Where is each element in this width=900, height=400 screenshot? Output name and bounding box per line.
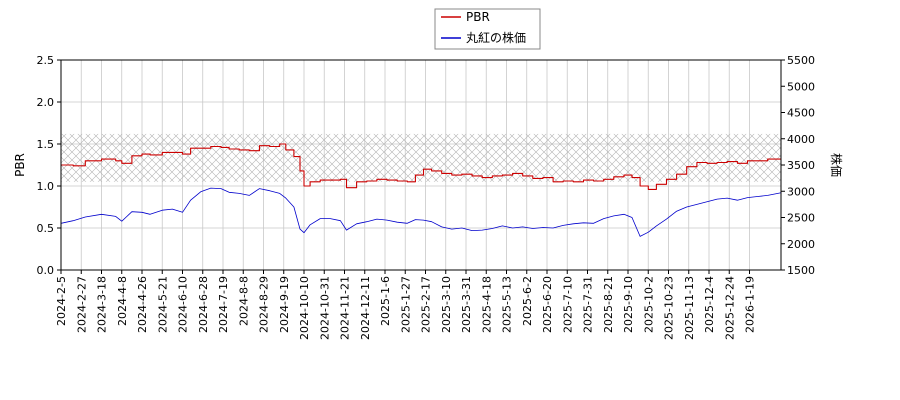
y-left-tick-label: 2.0 [37, 96, 55, 109]
y-right-tick-label: 2000 [787, 238, 815, 251]
x-tick-label: 2025-11-13 [683, 276, 696, 340]
y-left-tick-label: 1.5 [37, 138, 55, 151]
x-tick-label: 2024-9-19 [278, 276, 291, 333]
reference-band [61, 133, 781, 182]
y-right-tick-label: 3000 [787, 185, 815, 198]
x-tick-label: 2025-5-13 [501, 276, 514, 333]
y-left-axis-title: PBR [13, 153, 27, 177]
x-tick-label: 2025-8-21 [602, 276, 615, 333]
y-right-tick-label: 3500 [787, 159, 815, 172]
legend-box [434, 8, 541, 50]
y-right-axis-title: 株価 [829, 153, 844, 177]
x-tick-label: 2024-8-8 [237, 276, 250, 326]
y-right-tick-label: 1500 [787, 264, 815, 277]
x-tick-label: 2024-12-11 [359, 276, 372, 340]
x-axis: 2024-2-5 2024-2-27 2024-3-18 2024-4-8 2024-4… [55, 270, 757, 340]
y-left-tick-label: 1.0 [37, 180, 55, 193]
legend-label-pbr: PBR [466, 10, 490, 24]
x-tick-label: 2025-3-31 [460, 276, 473, 333]
x-tick-label: 2025-9-10 [622, 276, 635, 333]
x-tick-label: 2025-10-23 [663, 276, 676, 340]
x-tick-label: 2024-6-10 [177, 276, 190, 333]
series-layer [61, 143, 781, 237]
y-left-tick-label: 2.5 [37, 54, 55, 67]
x-tick-label: 2025-4-18 [480, 276, 493, 333]
x-tick-label: 2024-4-26 [136, 276, 149, 333]
x-tick-label: 2024-6-28 [197, 276, 210, 333]
x-tick-label: 2025-2-17 [420, 276, 433, 333]
x-tick-label: 2025-12-4 [703, 276, 716, 333]
legend-label-price: 丸紅の株価 [466, 30, 526, 45]
x-tick-label: 2024-8-29 [258, 276, 271, 333]
x-tick-label: 2024-10-10 [298, 276, 311, 340]
y-right-tick-label: 5500 [787, 54, 815, 67]
x-tick-label: 2025-3-10 [440, 276, 453, 333]
x-tick-label: 2025-1-27 [399, 276, 412, 333]
y-left-tick-label: 0.5 [37, 222, 55, 235]
x-tick-label: 2025-7-31 [582, 276, 595, 333]
series-line-price [61, 187, 781, 237]
x-tick-label: 2024-3-18 [96, 276, 109, 333]
x-tick-label: 2025-1-6 [379, 276, 392, 326]
x-tick-label: 2024-2-5 [55, 276, 68, 326]
x-tick-label: 2025-6-20 [541, 276, 554, 333]
y-left-tick-label: 0.0 [37, 264, 55, 277]
x-tick-label: 2024-2-27 [75, 276, 88, 333]
x-tick-label: 2025-7-10 [561, 276, 574, 333]
y-right-axis: 1500 2000 2500 3000 3500 4000 4500 5000 5500 [781, 54, 815, 277]
x-tick-label: 2025-12-24 [723, 276, 736, 340]
x-tick-label: 2024-5-21 [156, 276, 169, 333]
y-right-tick-label: 4500 [787, 107, 815, 120]
x-tick-label: 2026-1-19 [744, 276, 757, 333]
x-tick-label: 2024-10-31 [318, 276, 331, 340]
x-tick-label: 2025-10-2 [642, 276, 655, 333]
legend: PBR 丸紅の株価 [434, 8, 541, 50]
x-tick-label: 2025-6-2 [521, 276, 534, 326]
y-left-axis: 0.0 0.5 1.0 1.5 2.0 2.5 [37, 54, 61, 277]
series-line-pbr [61, 143, 781, 190]
x-tick-label: 2024-7-19 [217, 276, 230, 333]
y-right-tick-label: 4000 [787, 133, 815, 146]
y-right-tick-label: 2500 [787, 212, 815, 225]
x-tick-label: 2024-11-21 [339, 276, 352, 340]
x-tick-label: 2024-4-8 [116, 276, 129, 326]
y-right-tick-label: 5000 [787, 80, 815, 93]
